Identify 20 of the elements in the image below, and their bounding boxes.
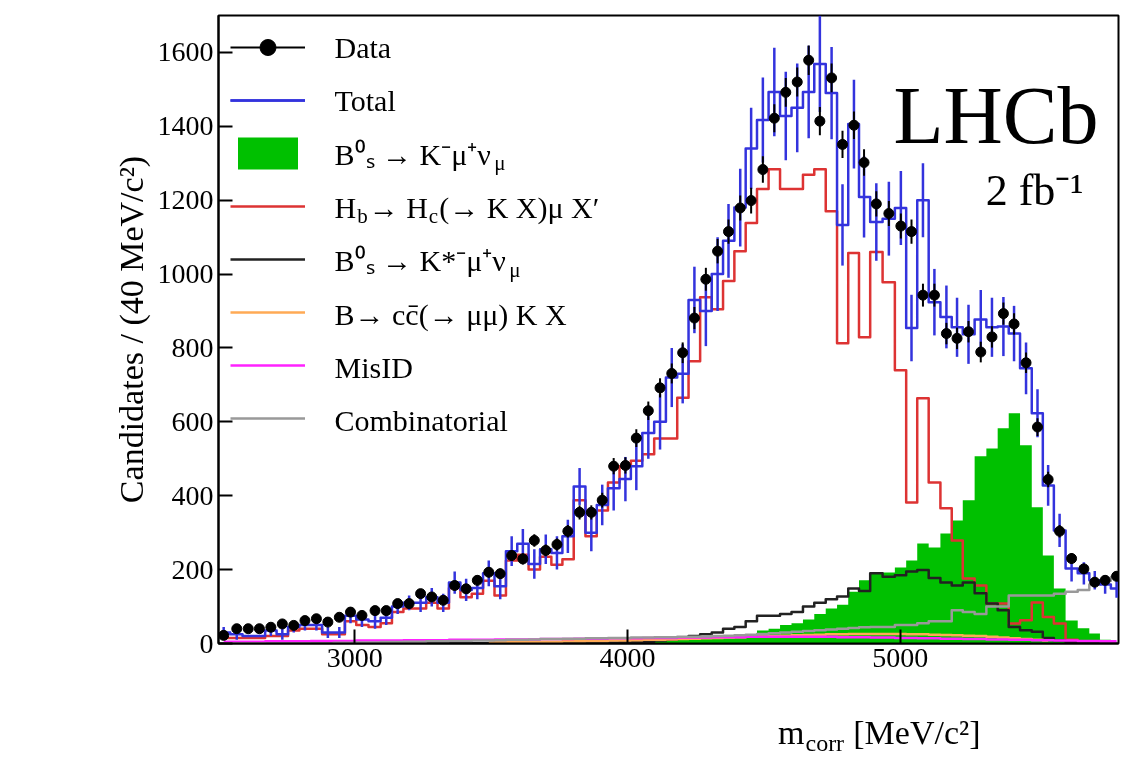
y-tick-label: 1000 (157, 258, 214, 290)
legend-label: Data (334, 31, 392, 64)
x-tick-label: 4000 (599, 641, 656, 673)
y-tick-label: 1200 (157, 184, 214, 216)
y-tick-label: 200 (171, 553, 214, 585)
legend-label: Total (334, 84, 396, 118)
legend-label: MisID (334, 350, 413, 384)
annotation: 2 fb⁻¹ (985, 166, 1084, 215)
y-axis-title: Candidates / (40 MeV/c²) (112, 155, 151, 504)
legend-label: B→ cc̄(→ μμ) K X (334, 297, 567, 332)
y-tick-label: 600 (171, 405, 214, 437)
y-tick-label: 400 (171, 479, 214, 511)
y-tick-label: 1600 (157, 36, 214, 68)
annotation: LHCb (893, 70, 1099, 161)
y-tick-label: 1400 (157, 110, 214, 142)
y-tick-label: 800 (171, 331, 214, 363)
x-tick-label: 5000 (872, 641, 929, 673)
x-tick-label: 3000 (326, 641, 383, 673)
y-tick-label: 0 (199, 627, 214, 659)
legend-label: Combinatorial (334, 404, 508, 438)
